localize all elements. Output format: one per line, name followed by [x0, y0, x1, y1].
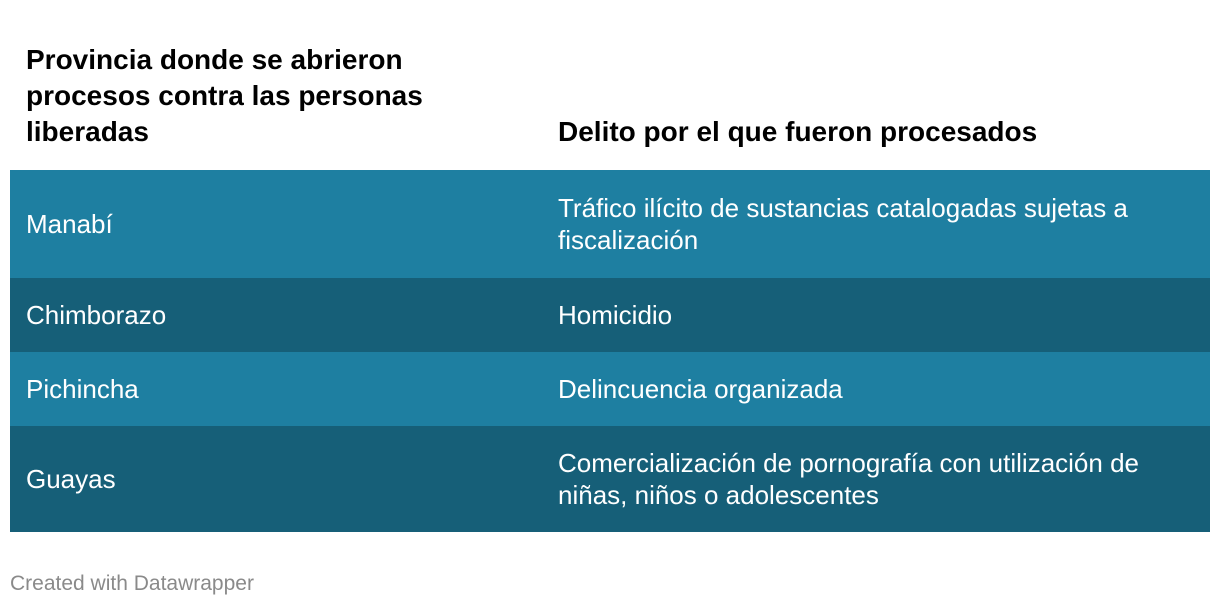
- data-table: Provincia donde se abrieron procesos con…: [10, 0, 1210, 532]
- column-header-delito: Delito por el que fueron procesados: [558, 116, 1038, 147]
- cell-provincia: Pichincha: [26, 374, 139, 404]
- table-row: Guayas Comercialización de pornografía c…: [10, 426, 1210, 532]
- cell-delito: Delincuencia organizada: [558, 374, 843, 404]
- cell-delito: Tráfico ilícito de sustancias catalogada…: [558, 193, 1128, 255]
- table-header: Provincia donde se abrieron procesos con…: [10, 0, 1210, 170]
- table-row: Chimborazo Homicidio: [10, 278, 1210, 352]
- cell-provincia: Chimborazo: [26, 300, 167, 330]
- table-row: Manabí Tráfico ilícito de sustancias cat…: [10, 170, 1210, 278]
- cell-delito: Comercialización de pornografía con util…: [558, 448, 1139, 510]
- cell-delito: Homicidio: [558, 300, 673, 330]
- cell-provincia: Guayas: [26, 464, 116, 494]
- column-header-provincia: Provincia donde se abrieron procesos con…: [26, 44, 423, 147]
- table-row: Pichincha Delincuencia organizada: [10, 352, 1210, 426]
- datawrapper-credit: Created with Datawrapper: [10, 572, 254, 595]
- cell-provincia: Manabí: [26, 209, 113, 239]
